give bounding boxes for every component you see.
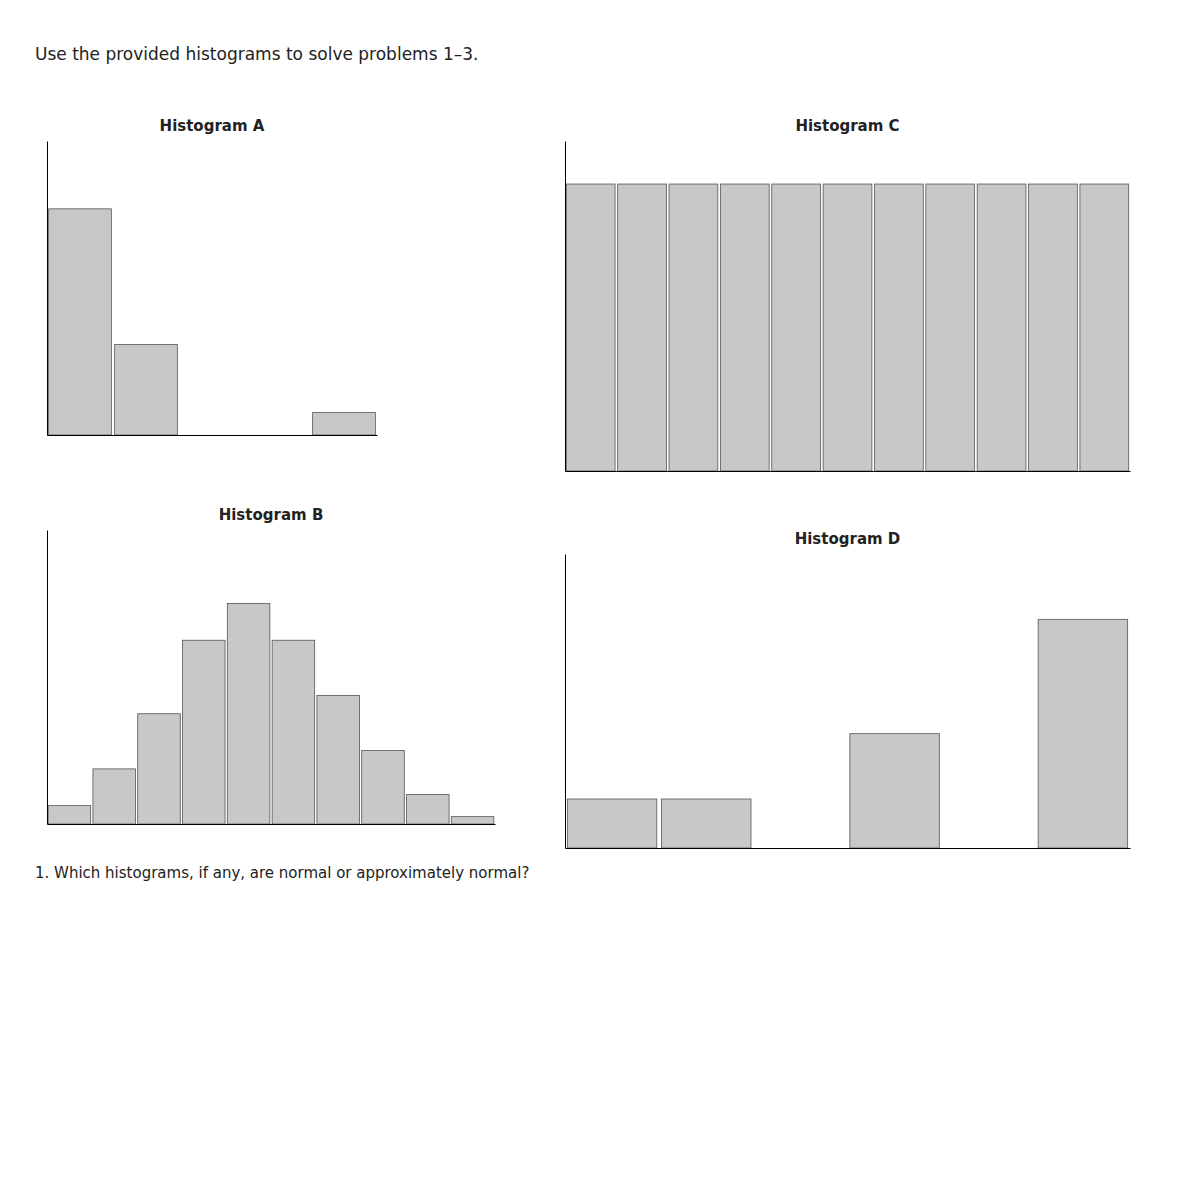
bar bbox=[115, 345, 178, 435]
x-axis-line bbox=[566, 471, 1131, 472]
chart-title: Histogram B bbox=[219, 506, 324, 524]
chart-panel: Histogram A bbox=[48, 117, 378, 436]
bar bbox=[49, 209, 112, 435]
bar bbox=[720, 184, 769, 471]
x-axis bbox=[48, 435, 378, 436]
x-axis-line bbox=[48, 435, 378, 436]
y-axis-line bbox=[565, 142, 566, 472]
x-axis bbox=[48, 824, 496, 825]
chart-root: Use the provided histograms to solve pro… bbox=[0, 0, 1178, 1178]
bar bbox=[756, 848, 845, 849]
bar bbox=[977, 184, 1026, 471]
x-axis bbox=[566, 471, 1131, 472]
bar bbox=[823, 184, 872, 471]
chart-title: Histogram D bbox=[795, 530, 901, 548]
bar bbox=[183, 640, 226, 824]
bar bbox=[362, 751, 405, 825]
bar bbox=[138, 714, 181, 824]
y-axis-line bbox=[47, 531, 48, 825]
x-axis-line bbox=[48, 824, 496, 825]
bar bbox=[566, 184, 615, 471]
x-axis-line bbox=[566, 848, 1131, 849]
chart-title: Histogram A bbox=[160, 117, 265, 135]
bar bbox=[227, 604, 270, 825]
chart-title: Histogram C bbox=[795, 117, 899, 135]
bar bbox=[1080, 184, 1129, 471]
bar bbox=[1029, 184, 1078, 471]
page-title: Use the provided histograms to solve pro… bbox=[35, 44, 478, 64]
y-axis-line bbox=[565, 555, 566, 849]
bar bbox=[926, 184, 975, 471]
y-axis bbox=[47, 531, 48, 825]
bar bbox=[772, 184, 821, 471]
bar bbox=[317, 695, 360, 824]
bar bbox=[874, 184, 923, 471]
bar bbox=[662, 799, 751, 848]
bar bbox=[93, 769, 136, 824]
bars bbox=[49, 209, 376, 435]
bar bbox=[850, 734, 939, 848]
y-axis-line bbox=[47, 142, 48, 436]
chart-panel: Histogram C bbox=[566, 117, 1131, 472]
chart-panel: Histogram B bbox=[48, 506, 496, 825]
bar bbox=[407, 795, 450, 824]
y-axis bbox=[565, 142, 566, 472]
bar bbox=[669, 184, 718, 471]
bar bbox=[944, 848, 1033, 849]
y-axis bbox=[565, 555, 566, 849]
bars bbox=[567, 619, 1127, 848]
x-axis bbox=[566, 848, 1131, 849]
y-axis bbox=[47, 142, 48, 436]
bar bbox=[313, 412, 376, 435]
bar bbox=[618, 184, 667, 471]
bars bbox=[48, 604, 494, 825]
bars bbox=[566, 184, 1128, 471]
bar bbox=[272, 640, 315, 824]
bar bbox=[247, 435, 310, 436]
chart-panel: Histogram D bbox=[566, 530, 1131, 849]
annotation: 1. Which histograms, if any, are normal … bbox=[35, 864, 529, 882]
bar bbox=[1038, 619, 1127, 848]
bar bbox=[451, 817, 494, 824]
bar bbox=[181, 435, 244, 436]
bar bbox=[567, 799, 656, 848]
bar bbox=[48, 806, 91, 824]
